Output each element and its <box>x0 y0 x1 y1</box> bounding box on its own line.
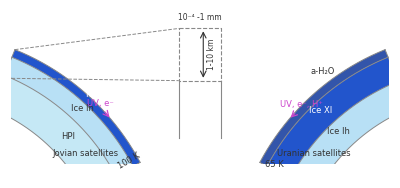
Text: Ice Ih: Ice Ih <box>70 104 94 113</box>
Polygon shape <box>290 81 400 188</box>
Text: 65 K: 65 K <box>265 160 284 169</box>
Polygon shape <box>0 75 116 188</box>
Text: 100 K: 100 K <box>116 151 142 171</box>
Text: HPI: HPI <box>61 132 75 141</box>
Polygon shape <box>260 50 388 166</box>
Text: 10⁻⁴ -1 mm: 10⁻⁴ -1 mm <box>178 13 222 22</box>
Text: Jovian satellites: Jovian satellites <box>53 149 119 158</box>
Text: Uranian satellites: Uranian satellites <box>277 149 351 158</box>
Text: Ice XI: Ice XI <box>86 90 110 99</box>
Text: UV, e⁻: UV, e⁻ <box>86 99 113 108</box>
Polygon shape <box>12 50 140 166</box>
Text: Ice XI: Ice XI <box>308 106 332 115</box>
Text: a-H₂O: a-H₂O <box>311 67 335 76</box>
Text: Ice Ih: Ice Ih <box>327 127 350 136</box>
Polygon shape <box>267 57 398 178</box>
Text: UV, e⁻, H⁺: UV, e⁻, H⁺ <box>280 100 323 109</box>
Polygon shape <box>4 57 133 175</box>
Text: 1-10 km: 1-10 km <box>207 39 216 70</box>
